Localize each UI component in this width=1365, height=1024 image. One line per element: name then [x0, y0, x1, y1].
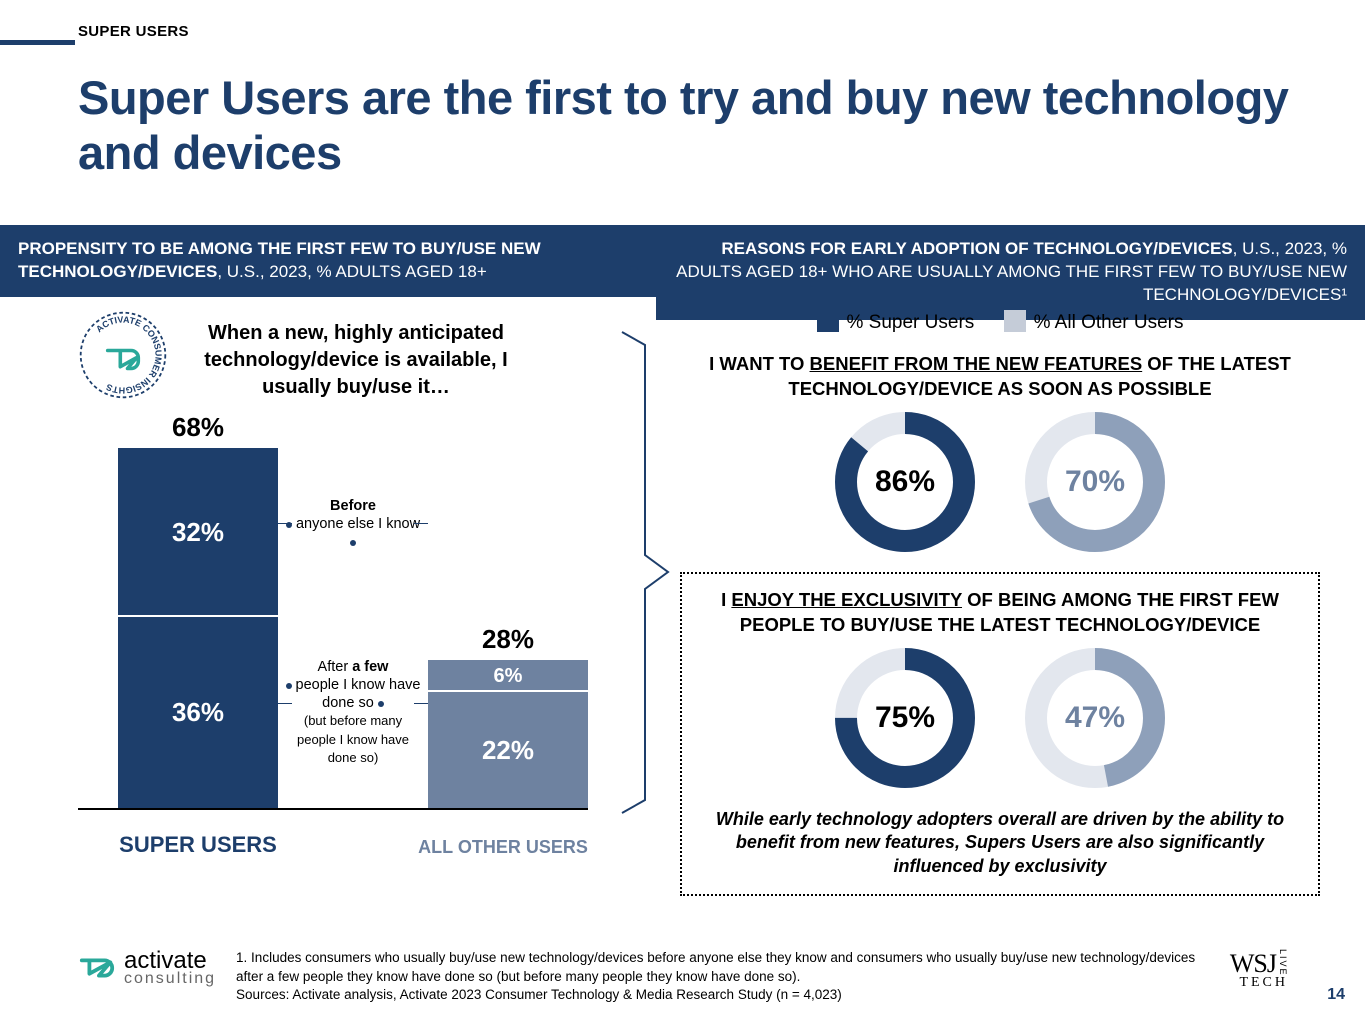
reason-1: I WANT TO BENEFIT FROM THE NEW FEATURES … [680, 352, 1320, 552]
legend-swatch-ao [1004, 310, 1026, 332]
activate-logo-icon [78, 949, 116, 987]
bar-su-divider [118, 615, 278, 617]
activate-sub: consulting [124, 972, 216, 986]
left-intro-text: When a new, highly anticipated technolog… [196, 320, 516, 401]
bar-su-seg-after: 36% [118, 617, 278, 808]
footnote-1: 1. Includes consumers who usually buy/us… [236, 949, 1210, 985]
reason-2-title: I ENJOY THE EXCLUSIVITY OF BEING AMONG T… [700, 588, 1300, 638]
connector [414, 703, 428, 704]
segment-label-after: After a few people I know have done so (… [283, 658, 423, 767]
bar-su-seg-before: 32% [118, 448, 278, 617]
footnotes: 1. Includes consumers who usually buy/us… [236, 949, 1210, 1004]
page-title: Super Users are the first to try and buy… [78, 70, 1365, 180]
svg-text:ACTIVATE CONSUMER INSIGHTS: ACTIVATE CONSUMER INSIGHTS [94, 314, 163, 395]
legend-label-su: % Super Users [847, 312, 975, 333]
activate-logo: activate consulting [78, 949, 216, 987]
connector [278, 523, 292, 524]
page-number: 14 [1327, 986, 1345, 1004]
legend: % Super Users % All Other Users [680, 310, 1320, 334]
reason-2: I ENJOY THE EXCLUSIVITY OF BEING AMONG T… [700, 588, 1300, 788]
callout-text: While early technology adopters overall … [700, 808, 1300, 878]
left-header-rest: , U.S., 2023, % ADULTS AGED 18+ [217, 262, 486, 281]
donut-r2-ao: 47% [1025, 648, 1165, 788]
callout-box: I ENJOY THE EXCLUSIVITY OF BEING AMONG T… [680, 572, 1320, 896]
wsj-tech-logo: WSJLIVE TECH [1230, 949, 1288, 991]
eyebrow: SUPER USERS [78, 23, 189, 40]
bar-ao-seg-before: 6% [428, 660, 588, 692]
legend-swatch-su [817, 310, 839, 332]
left-panel-header: PROPENSITY TO BE AMONG THE FIRST FEW TO … [0, 225, 656, 297]
right-panel: % Super Users % All Other Users I WANT T… [680, 310, 1320, 896]
connector [414, 523, 428, 524]
bar-su-total: 68% [118, 412, 278, 443]
right-header-bold: REASONS FOR EARLY ADOPTION OF TECHNOLOGY… [721, 239, 1232, 258]
top-accent-bar [0, 40, 75, 45]
donut-r1-ao: 70% [1025, 412, 1165, 552]
donut-r2-su: 75% [835, 648, 975, 788]
x-axis [78, 808, 588, 810]
connector [278, 703, 292, 704]
reason-1-title: I WANT TO BENEFIT FROM THE NEW FEATURES … [680, 352, 1320, 402]
left-chart: ACTIVATE CONSUMER INSIGHTS When a new, h… [78, 310, 638, 820]
bar-ao-seg-after: 22% [428, 692, 588, 808]
bar-caption-ao: ALL OTHER USERS [378, 837, 628, 858]
segment-label-before: Before anyone else I know [283, 497, 423, 551]
right-panel-header: REASONS FOR EARLY ADOPTION OF TECHNOLOGY… [656, 225, 1365, 320]
bracket-icon [620, 330, 670, 815]
sources: Sources: Activate analysis, Activate 202… [236, 986, 1210, 1004]
bar-caption-su: SUPER USERS [73, 832, 323, 858]
bar-all-other: 28% 6% 22% [428, 660, 588, 808]
donut-r1-su: 86% [835, 412, 975, 552]
legend-label-ao: % All Other Users [1034, 312, 1184, 333]
activate-insights-badge-icon: ACTIVATE CONSUMER INSIGHTS [78, 310, 168, 400]
footer: activate consulting 1. Includes consumer… [78, 949, 1288, 1004]
bar-super-users: 68% 32% 36% [118, 448, 278, 808]
bar-ao-total: 28% [428, 624, 588, 655]
bar-ao-divider [428, 690, 588, 692]
